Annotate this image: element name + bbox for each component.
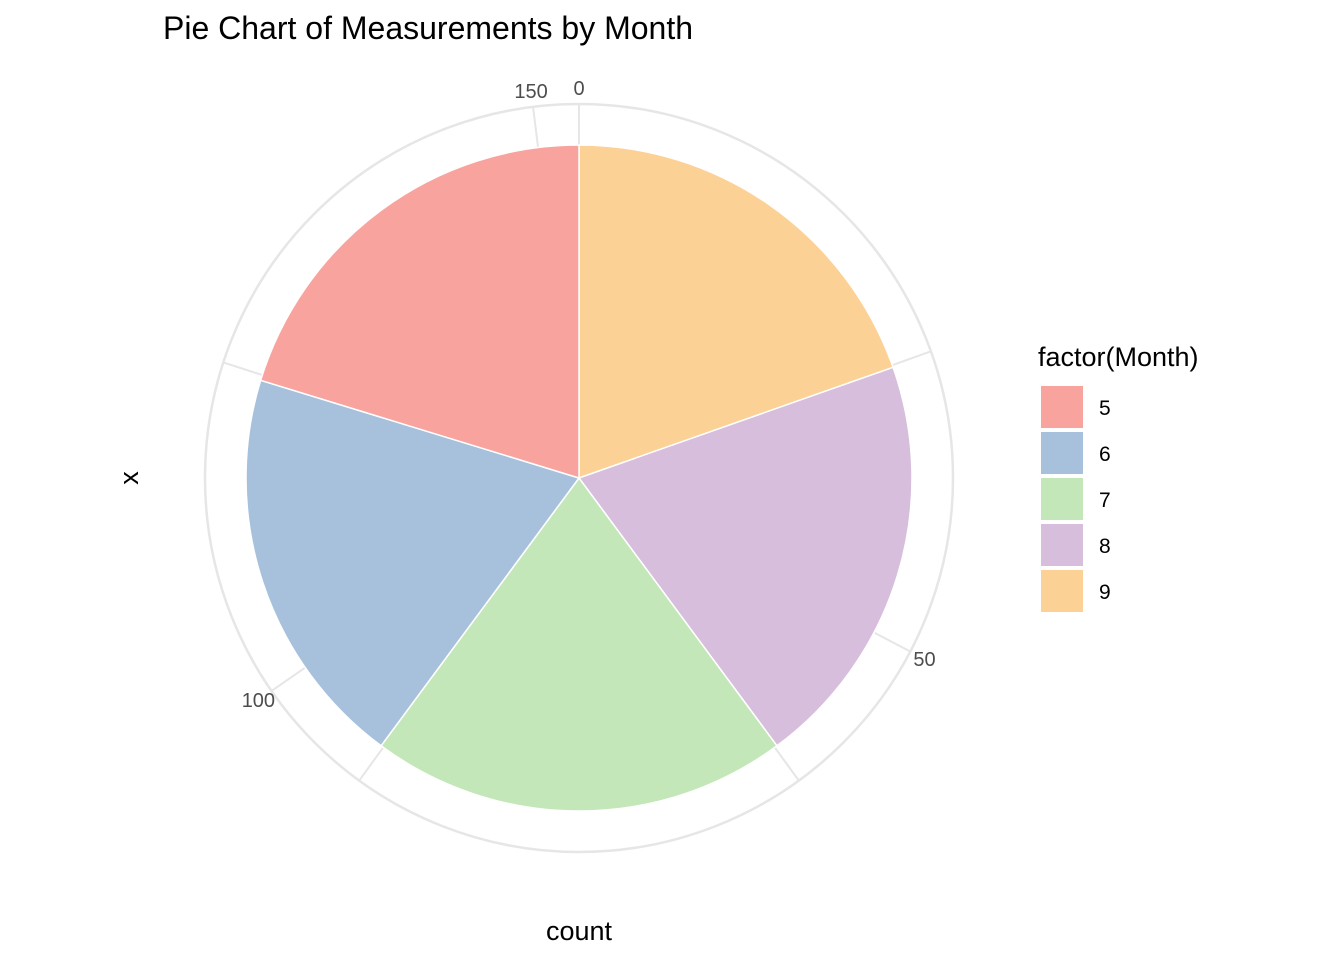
theta-grid-line <box>270 666 306 692</box>
theta-grid-spoke <box>358 746 385 782</box>
grid-layer <box>203 102 955 854</box>
legend-items: 5 6 7 8 9 <box>1041 386 1111 612</box>
theta-tick-label: 50 <box>913 649 935 671</box>
pie-slice-month-7 <box>380 476 778 812</box>
tick-layer: 0 50 100 150 <box>242 78 936 712</box>
x-axis-title: count <box>546 916 613 946</box>
theta-tick-label: 0 <box>573 78 584 100</box>
legend-key-7 <box>1041 478 1083 520</box>
legend: factor(Month) 5 6 7 8 9 <box>1038 342 1199 612</box>
pie-slice-month-8 <box>577 366 913 747</box>
legend-label-6: 6 <box>1099 443 1111 466</box>
pie-slice-month-6 <box>245 379 581 747</box>
theta-grid-line <box>873 631 911 653</box>
legend-key-9 <box>1041 570 1083 612</box>
legend-label-8: 8 <box>1099 535 1111 558</box>
legend-title: factor(Month) <box>1038 342 1199 372</box>
theta-grid-line <box>532 106 540 148</box>
legend-label-5: 5 <box>1099 397 1111 420</box>
theta-grid-spoke <box>891 350 932 367</box>
slice-layer <box>245 144 913 812</box>
pie-slice-month-5 <box>259 144 580 480</box>
y-axis-title: x <box>114 471 144 485</box>
theta-tick-label: 100 <box>242 690 275 712</box>
theta-grid-spoke <box>773 746 800 782</box>
legend-label-9: 9 <box>1099 581 1111 604</box>
legend-key-6 <box>1041 432 1083 474</box>
theta-tick-label: 150 <box>514 81 547 103</box>
legend-key-8 <box>1041 524 1083 566</box>
legend-label-7: 7 <box>1099 489 1111 512</box>
theta-grid-spoke <box>222 361 263 377</box>
legend-key-5 <box>1041 386 1083 428</box>
chart-title: Pie Chart of Measurements by Month <box>163 10 693 46</box>
